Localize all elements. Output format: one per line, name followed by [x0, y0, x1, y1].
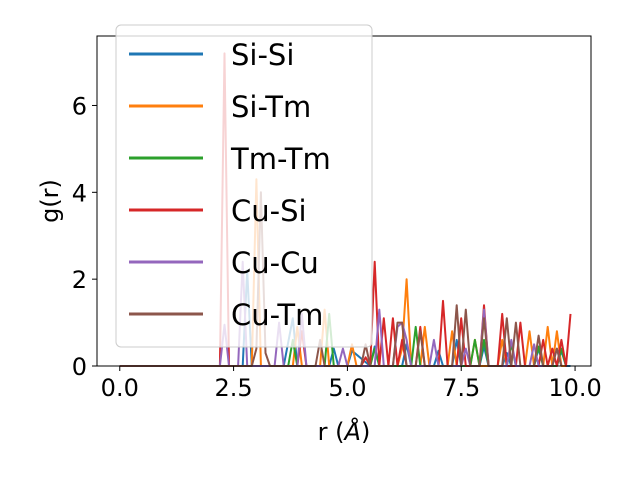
x-tick-label: 10.0	[548, 374, 601, 402]
x-tick-label: 7.5	[442, 374, 480, 402]
legend-label-si-tm: Si-Tm	[231, 90, 311, 124]
legend-label-si-si: Si-Si	[231, 38, 294, 72]
y-tick-label: 4	[72, 179, 87, 207]
legend-label-cu-si: Cu-Si	[231, 194, 307, 228]
y-axis-label: g(r)	[36, 179, 64, 223]
legend: Si-Si Si-Tm Tm-Tm Cu-Si Cu-Cu Cu-Tm	[115, 24, 373, 348]
legend-label-tm-tm: Tm-Tm	[230, 142, 331, 176]
y-axis: 0 2 4 6	[72, 92, 97, 381]
y-tick-label: 0	[72, 353, 87, 381]
y-tick-label: 6	[72, 92, 87, 120]
x-axis-label: r (Å)	[318, 417, 371, 446]
legend-label-cu-tm: Cu-Tm	[231, 298, 323, 332]
y-tick-label: 2	[72, 266, 87, 294]
x-tick-label: 5.0	[328, 374, 366, 402]
legend-items: Si-Si Si-Tm Tm-Tm Cu-Si Cu-Cu Cu-Tm	[129, 38, 331, 332]
x-tick-label: 0.0	[101, 374, 139, 402]
x-tick-label: 2.5	[215, 374, 253, 402]
legend-label-cu-cu: Cu-Cu	[231, 246, 319, 280]
x-axis: 0.0 2.5 5.0 7.5 10.0	[101, 366, 602, 402]
